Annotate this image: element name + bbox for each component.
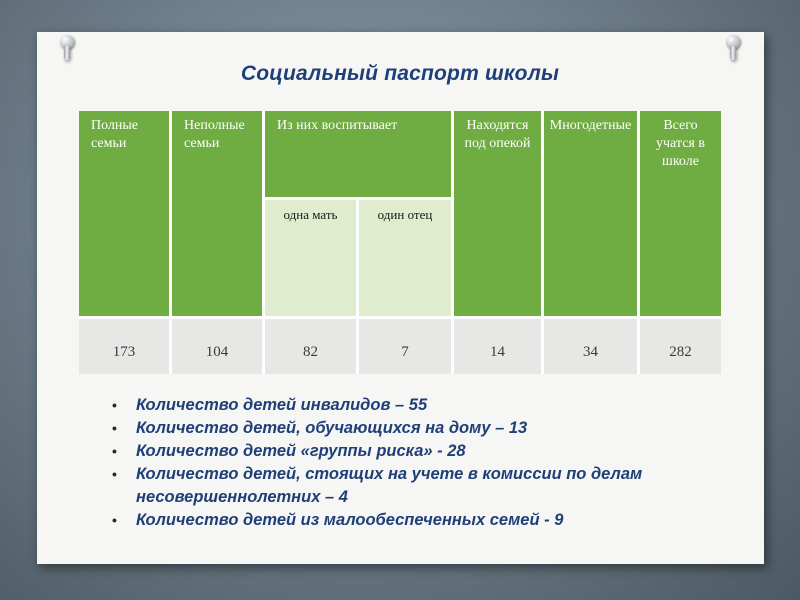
bullet-icon: • [112,466,117,482]
list-item-text: Количество детей инвалидов – 55 [136,396,428,414]
value-under-guardianship: 14 [454,319,541,374]
bullet-icon: • [112,397,117,413]
header-large-families: Многодетные [544,111,637,316]
value-total-students: 282 [640,319,721,374]
header-total-students: Всего учатся в школе [640,111,721,316]
header-raised-by: Из них воспитывает [265,111,451,197]
subheader-mother-only: одна мать [265,200,356,316]
statistics-list: • Количество детей инвалидов – 55 • Количе… [110,394,720,532]
list-item-text: Количество детей «группы риска» - 28 [136,442,466,460]
list-item: • Количество детей, обучающихся на дому –… [110,417,720,440]
social-passport-table: Полные семьи Неполные семьи Из них воспи… [79,111,721,374]
subheader-father-only: один отец [359,200,451,316]
list-item: • Количество детей «группы риска» - 28 [110,440,720,463]
page-title: Социальный паспорт школы [240,62,560,85]
bullet-icon: • [112,420,117,436]
list-item: • Количество детей из малообеспеченных се… [110,509,720,532]
value-large-families: 34 [544,319,637,374]
pushpin-left-icon [58,35,76,61]
bullet-icon: • [112,512,117,528]
value-incomplete-families: 104 [172,319,262,374]
header-incomplete-families: Неполные семьи [172,111,262,316]
pushpin-right-icon [724,35,742,61]
list-item: • Количество детей инвалидов – 55 [110,394,720,417]
value-full-families: 173 [79,319,169,374]
header-under-guardianship: Находятся под опекой [454,111,541,316]
list-item-text: Количество детей из малообеспеченных сем… [136,511,564,529]
list-item-text: Количество детей, обучающихся на дому – … [136,419,528,437]
list-item: • Количество детей, стоящих на учете в ко… [110,463,720,509]
header-full-families: Полные семьи [79,111,169,316]
value-mother-only: 82 [265,319,356,374]
value-father-only: 7 [359,319,451,374]
bullet-icon: • [112,443,117,459]
list-item-text: Количество детей, стоящих на учете в ком… [136,465,643,506]
